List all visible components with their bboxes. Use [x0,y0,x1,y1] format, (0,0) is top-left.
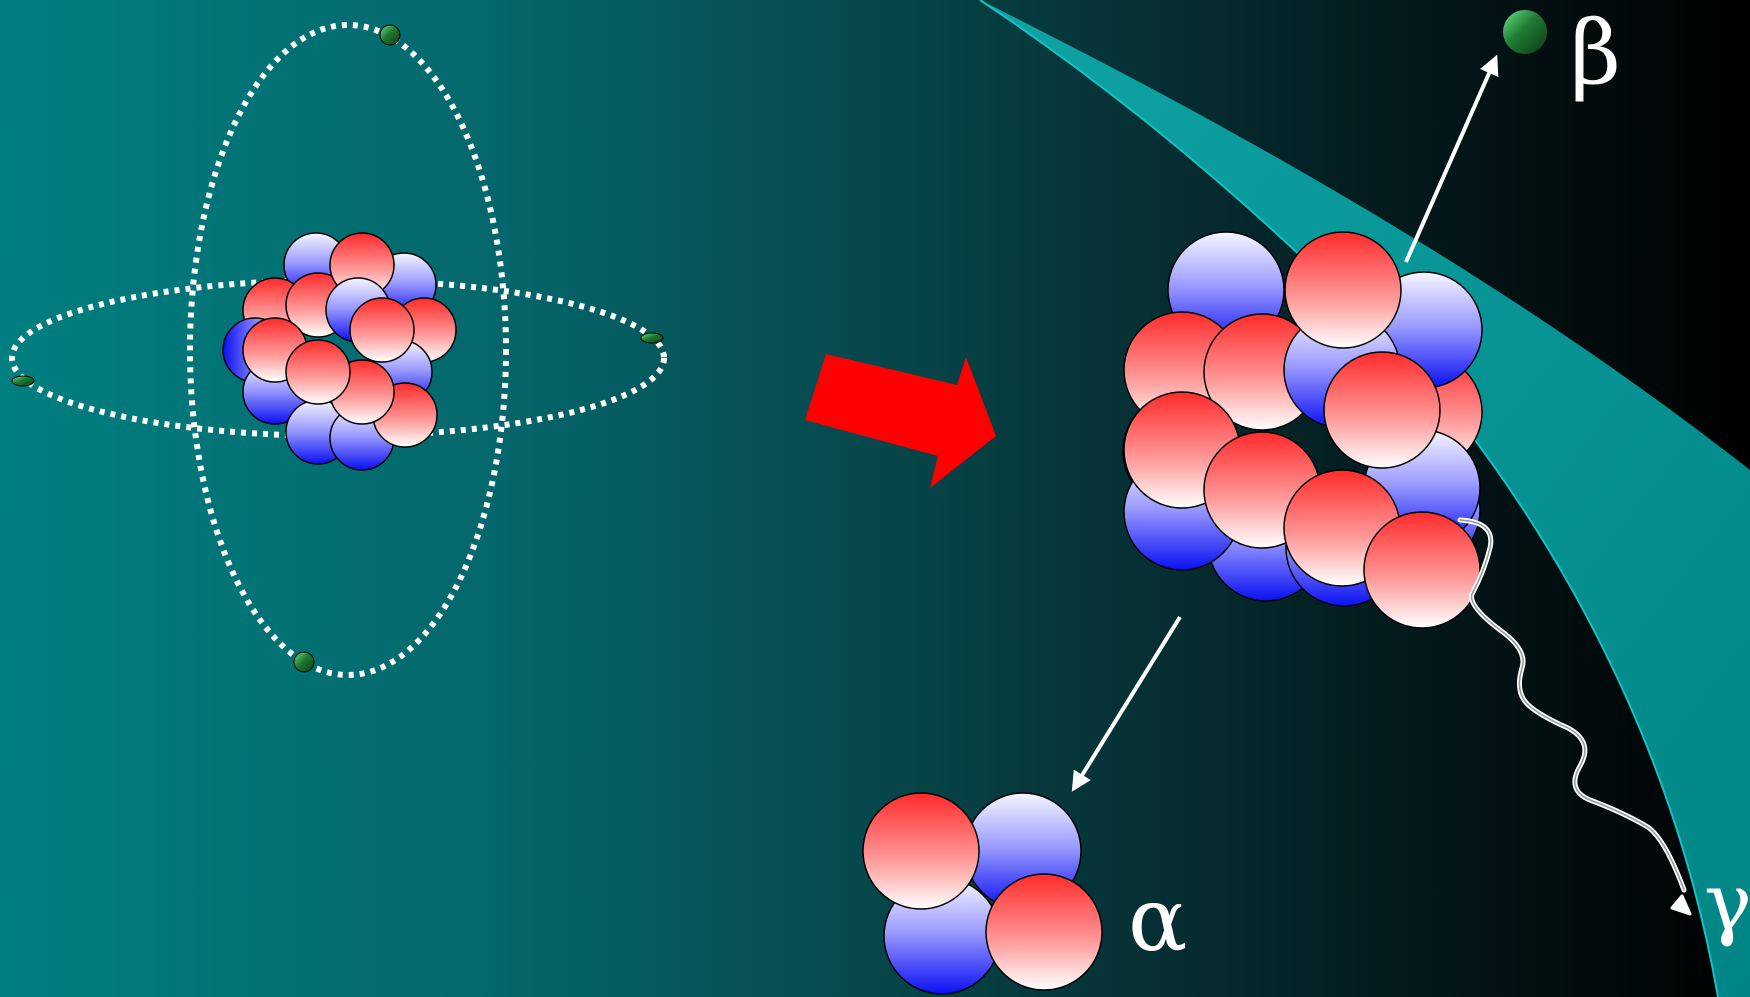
electron-left [11,375,35,387]
electron-orbit-vertical [187,22,509,678]
electron-icon [1503,10,1547,54]
electron-bottom [293,651,315,673]
beta-emission-arrow [1404,54,1499,263]
beta-label: β [1570,1,1621,104]
atom-diagram-icon [9,22,667,678]
electron-orbit-horizontal [9,277,667,439]
atom-nucleus [222,232,457,471]
nucleus-icon [1122,231,1483,629]
red-arrow-icon [805,354,996,488]
alpha-particle-icon [862,792,1103,995]
alpha-label: α [1128,868,1187,971]
teal-swoosh-band [980,0,1750,997]
electron-right [640,332,664,344]
wavy-arrow-icon [1457,517,1692,916]
alpha-emission-arrow [1071,615,1182,792]
gamma-label: γ [1704,856,1750,949]
electron-top [379,24,401,46]
